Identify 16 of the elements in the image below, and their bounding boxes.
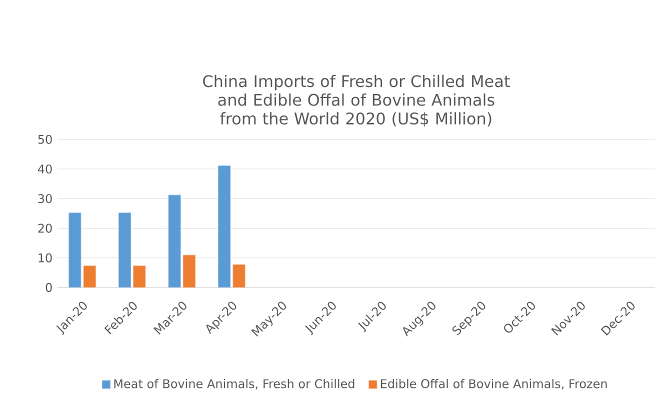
bar [83, 265, 96, 288]
y-tick-label: 50 [38, 134, 52, 144]
bar [133, 265, 146, 288]
bar [168, 194, 181, 288]
bar [218, 165, 231, 288]
chart-title: China Imports of Fresh or Chilled Meat and Edible Offal of Bovine Animals from the World 2020 (US$ Million) [203, 74, 510, 127]
y-tick-label: 0 [46, 282, 52, 292]
y-tick-label: 30 [38, 194, 52, 204]
bar [68, 212, 82, 288]
bar [118, 212, 132, 288]
y-tick-label: 20 [38, 224, 52, 233]
y-tick-label: 10 [38, 253, 52, 262]
legend-label: Edible Offal of Bovine Animals, Frozen [381, 378, 607, 390]
bar [182, 254, 196, 288]
legend-label: Meat of Bovine Animals, Fresh or Chilled [114, 378, 354, 390]
y-tick-label: 40 [38, 164, 52, 174]
